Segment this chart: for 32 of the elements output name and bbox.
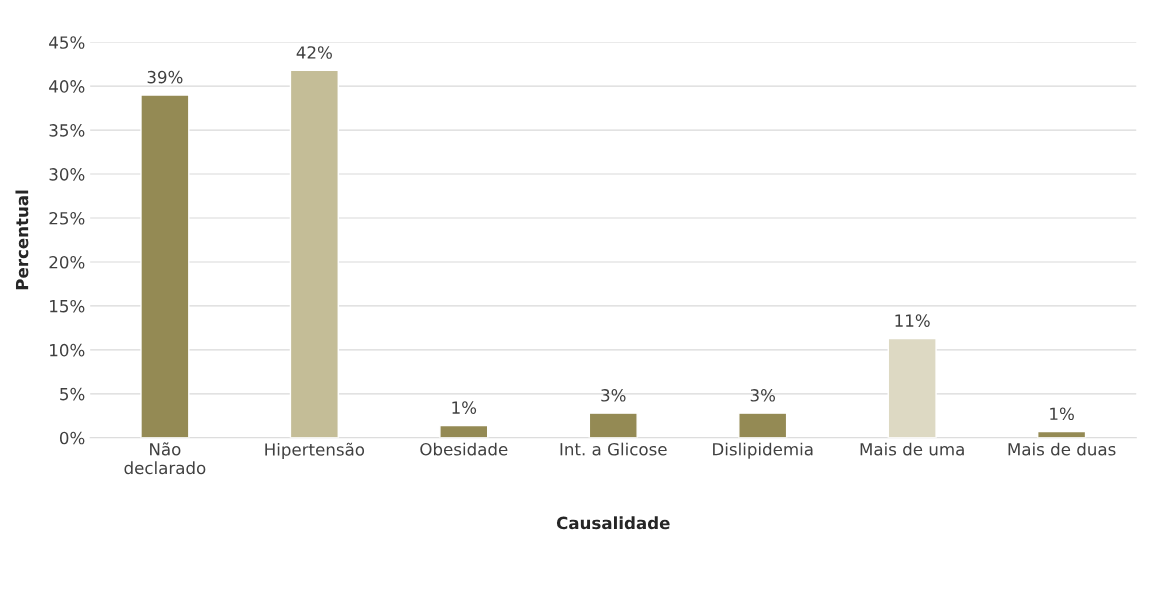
y-tick-label: 25% — [49, 211, 85, 225]
data-label: 39% — [147, 70, 183, 84]
bar — [588, 412, 638, 438]
bar — [140, 94, 190, 438]
y-tick-label: 15% — [50, 299, 85, 313]
bar — [738, 412, 788, 438]
data-label: 1% — [452, 401, 477, 414]
bar — [887, 337, 937, 438]
data-label: 3% — [601, 389, 626, 402]
y-tick-label: 35% — [49, 124, 85, 137]
y-tick-label: 30% — [49, 168, 85, 181]
x-tick-label: Não declarado — [124, 442, 206, 475]
x-tick-label: Int. a Glicose — [560, 442, 667, 456]
x-axis-title: Causalidade — [556, 516, 670, 530]
data-label: 42% — [296, 46, 332, 59]
x-tick-label: Mais de uma — [860, 442, 964, 456]
y-axis-title: Percentual — [15, 190, 29, 290]
y-tick-label: 10% — [50, 343, 85, 357]
y-tick-label: 40% — [49, 80, 85, 93]
data-label: 1% — [1050, 407, 1074, 421]
x-tick-label: Obesidade — [420, 442, 508, 456]
y-tick-label: 5% — [60, 387, 85, 401]
bar — [289, 69, 339, 438]
y-tick-label: 45% — [49, 36, 85, 49]
y-tick-label: 20% — [49, 255, 85, 269]
x-tick-label: Hipertensão — [265, 442, 365, 460]
data-label: 3% — [750, 389, 776, 402]
data-label: 11% — [895, 314, 930, 327]
y-tick-label: 0% — [59, 431, 85, 445]
bar — [439, 424, 489, 438]
x-tick-label: Mais de duas — [1008, 442, 1116, 456]
x-tick-label: Dislipidemia — [713, 442, 813, 459]
